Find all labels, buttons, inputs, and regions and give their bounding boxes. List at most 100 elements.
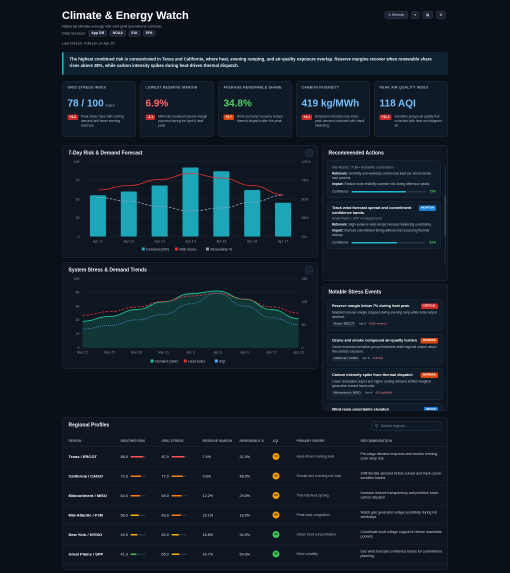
y-tick-label: 0 <box>302 346 304 350</box>
search-icon: ⚲ <box>375 423 378 429</box>
aqi-cell: 37 <box>272 550 293 558</box>
y-tick-label: 0 <box>78 346 80 350</box>
confidence-row: Confidence 73% <box>332 190 436 195</box>
event-description: Ozone exceeded sensitive-group threshold… <box>332 345 437 354</box>
region-cell: Great Plains / SPP <box>68 551 104 557</box>
score-track <box>130 553 146 555</box>
score-cell: 63.0 <box>161 512 199 518</box>
event-title-row: Ozone and smoke compound air-quality bur… <box>332 338 438 344</box>
event-card: Ozone and smoke compound air-quality bur… <box>327 334 443 366</box>
renewable-cell: 31.0% <box>239 454 251 459</box>
score-track <box>171 455 187 458</box>
kpi-note: Peak stress rises with cooling demand an… <box>80 115 124 128</box>
last-refresh: Last refresh: 4:38 pm on Apr 20 <box>62 41 115 46</box>
kpi-delta: -1.1 <box>145 114 156 120</box>
chart-title: System Stress & Demand Trends <box>68 267 147 274</box>
score-cell: 58.0 <box>121 513 158 517</box>
region-cell: Mid-Atlantic / PJM <box>68 512 103 518</box>
action-rationale: Rationale: Humidity and weekday commerci… <box>332 172 436 181</box>
y-tick-label: 0 <box>78 235 80 239</box>
action-meta: Mid-Atlantic / PJM • Reliability coordin… <box>332 166 394 170</box>
score-cell: 52.0 <box>162 532 199 537</box>
aqi-badge: 66 <box>272 511 280 519</box>
score-bar <box>171 514 181 516</box>
table-row: California / CAISO 72.0 77.0 9.8% 48.0% 92 Smo… <box>62 467 448 486</box>
kpi-label: PEAK AIR QUALITY INDEX <box>379 86 429 90</box>
kpi-delta: +11.1 <box>379 114 392 120</box>
kpi-unit: index <box>105 103 115 108</box>
score-value: 87.0 <box>161 454 169 459</box>
impact-label: Impact: <box>332 229 344 233</box>
table-row: Great Plains / SPP 41.0 55.0 16.7% 54.0% 37 Wi… <box>62 545 448 564</box>
region-cell: Midcontinent / MISO <box>68 493 107 498</box>
driver-cell: Wind volatility <box>296 552 318 556</box>
score-bar <box>171 475 183 477</box>
export-button[interactable]: ▩ <box>422 11 433 19</box>
kpi-delta: +4.1 <box>301 114 312 120</box>
confidence-track <box>351 191 427 193</box>
score-value: 64.0 <box>120 493 128 498</box>
bar <box>182 167 199 237</box>
renewable-cell: 48.0% <box>239 473 251 479</box>
rationale-text: Humidity and weekday commercial load can… <box>332 172 432 180</box>
search-placeholder: Search regions... <box>381 424 408 428</box>
column-header: GRID STRESS <box>161 439 184 443</box>
bar <box>275 202 292 237</box>
kpi-footer: +4.1 Emissions intensity rose when peak d… <box>301 114 365 129</box>
recommendation-cell: Increase reserve transparency and priori… <box>360 491 440 500</box>
source-chip: EPA <box>142 30 156 37</box>
score-cell: 69.0 <box>162 493 199 498</box>
y-tick-label: 50 <box>76 197 80 201</box>
score-cell: 49.0 <box>121 532 158 537</box>
aqi-cell: 41 <box>272 531 293 538</box>
impact-text: Improve commitment timing without over-p… <box>332 229 430 237</box>
x-tick-label: Apr 11 <box>93 240 103 244</box>
event-tag: WATCH <box>424 407 438 411</box>
y-tick-label: 50% <box>302 197 309 201</box>
y-tick-label: 0% <box>302 235 307 239</box>
scroll-thumb[interactable] <box>444 195 446 236</box>
page-title: Climate & Energy Watch <box>62 9 189 22</box>
page-subtitle: National climate-energy risk and grid op… <box>62 24 162 29</box>
action-card: Track wind forecast spread and commitmen… <box>327 201 441 249</box>
score-value: 88.0 <box>120 454 128 459</box>
chart: 0 25 50 75 100 0% 25% 50% 75% 100% Apr 11 Apr 12 Apr… <box>74 160 311 252</box>
x-tick-label: Mar 25 <box>104 351 115 355</box>
confidence-value: 73% <box>429 190 436 194</box>
score-value: 49.0 <box>120 532 128 537</box>
reserve-cell: 7.4% <box>202 454 212 459</box>
expand-button[interactable] <box>305 149 313 157</box>
score-cell: 72.0 <box>121 474 158 478</box>
menu-button[interactable]: ▾ <box>410 11 420 19</box>
search-input[interactable]: ⚲ Search regions... <box>371 421 442 431</box>
kpi-footer: +11.1 Sensitive-groups air quality risk c… <box>379 114 443 129</box>
y-tick-label: 150 <box>302 277 308 281</box>
y-tick-label: 100 <box>74 160 80 164</box>
confidence-track <box>351 242 427 244</box>
rationale-text: High-variance wind ramps increase balanc… <box>348 223 432 227</box>
event-title: Reserve margin below 7% during heat peak <box>332 303 410 309</box>
aqi-badge: 41 <box>272 531 280 538</box>
score-track <box>171 475 187 477</box>
score-value: 52.0 <box>161 532 169 537</box>
y-tick-label: 100 <box>302 300 308 304</box>
table-header: REGION WEATHER RISK GRID STRESS RESERVE MAR… <box>62 436 448 447</box>
forecast-panel: 7-Day Risk & Demand Forecast 0 25 50 75 100 0… <box>62 145 318 258</box>
regions-panel: Regional Profiles ⚲ Search regions... REG… <box>62 417 448 570</box>
score-bar <box>130 533 138 536</box>
event-tag: CRITICAL <box>421 303 438 309</box>
region-cell: California / CAISO <box>68 473 103 479</box>
score-value: 63.0 <box>161 512 169 518</box>
source-chip: App DB <box>88 30 108 37</box>
event-meta: California / CAISO Apr 6 118 AQI <box>332 356 438 362</box>
settings-button[interactable]: ⚙ <box>435 11 446 19</box>
refresh-button[interactable]: ↻ Refresh <box>384 11 408 19</box>
recommendation-cell: Pre-stage demand response and monitor ev… <box>360 452 438 461</box>
expand-button[interactable] <box>305 266 313 274</box>
event-metric: 118 AQI <box>372 357 384 360</box>
event-tag: WARNING <box>420 338 438 344</box>
action-card: Mid-Atlantic / PJM • Reliability coordin… <box>327 160 441 198</box>
score-cell: 55.0 <box>162 552 199 556</box>
legend-swatch <box>183 359 187 363</box>
